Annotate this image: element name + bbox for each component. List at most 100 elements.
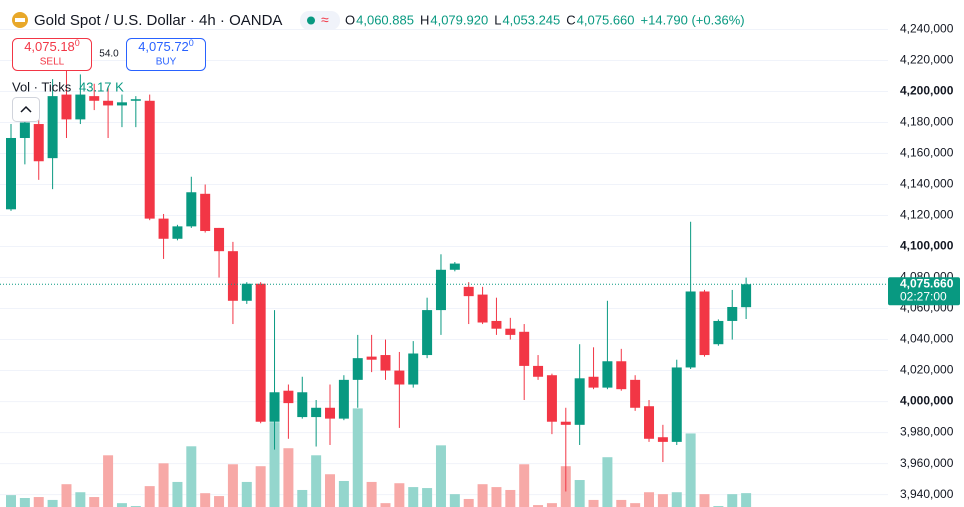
volume-bar bbox=[685, 433, 696, 507]
candle-body bbox=[713, 320, 724, 345]
sell-price-main: 4,075.18 bbox=[24, 39, 75, 54]
candle-body bbox=[6, 137, 16, 210]
symbol-logo-bar bbox=[15, 18, 25, 22]
volume-value: 43.17 K bbox=[79, 79, 124, 94]
candle-body bbox=[435, 269, 446, 311]
y-tick-label: 4,160,000 bbox=[900, 146, 954, 160]
candle-body bbox=[352, 358, 363, 380]
price-tag-countdown: 02:27:00 bbox=[900, 289, 947, 303]
volume-bar bbox=[463, 498, 474, 507]
buy-label: BUY bbox=[156, 57, 177, 68]
volume-bar bbox=[449, 494, 460, 507]
candle-body bbox=[227, 251, 238, 301]
candle-body bbox=[588, 376, 599, 388]
candle-body bbox=[422, 310, 433, 356]
candle-body bbox=[158, 218, 169, 239]
collapse-button[interactable] bbox=[12, 97, 40, 122]
candle-body bbox=[630, 379, 641, 408]
change: +14.790 (+0.36%) bbox=[641, 12, 745, 27]
volume-bar bbox=[61, 484, 72, 507]
buy-button[interactable] bbox=[126, 38, 206, 71]
volume-bar bbox=[602, 457, 613, 507]
volume-bar bbox=[47, 499, 58, 507]
y-tick-label: 4,040,000 bbox=[900, 332, 954, 346]
volume-bar bbox=[325, 474, 336, 507]
volume-bar bbox=[477, 484, 488, 507]
sell-button[interactable] bbox=[12, 38, 92, 71]
y-tick-label: 4,100,000 bbox=[900, 239, 954, 253]
buy-price-sup: 0 bbox=[189, 38, 194, 48]
candle-body bbox=[491, 320, 502, 329]
volume-bar bbox=[630, 503, 641, 507]
y-tick-label: 3,940,000 bbox=[900, 487, 954, 501]
volume-bar bbox=[186, 446, 197, 507]
candle-body bbox=[560, 421, 571, 425]
candle-body bbox=[574, 378, 585, 425]
candle-body bbox=[644, 406, 655, 439]
candle-body bbox=[338, 379, 349, 419]
y-tick-label: 4,140,000 bbox=[900, 177, 954, 191]
y-tick-label: 3,960,000 bbox=[900, 456, 954, 470]
candle-body bbox=[546, 375, 557, 422]
volume-bar bbox=[422, 488, 433, 507]
volume-bar bbox=[352, 408, 363, 507]
buy-price-main: 4,075.72 bbox=[138, 39, 189, 54]
y-tick-label: 3,980,000 bbox=[900, 425, 954, 439]
volume-bar bbox=[158, 463, 169, 507]
candle-body bbox=[116, 102, 127, 106]
status-pill[interactable] bbox=[300, 11, 340, 30]
candle-body bbox=[283, 390, 294, 404]
candle-body bbox=[394, 370, 405, 385]
candle-body bbox=[699, 291, 710, 356]
volume-bar bbox=[75, 492, 86, 507]
price-tag-label: 4,075.660 bbox=[900, 276, 954, 290]
volume-bar bbox=[380, 503, 391, 507]
ohlc-key: O bbox=[345, 12, 355, 27]
spread: 54.0 bbox=[99, 49, 119, 60]
candle-body bbox=[366, 356, 377, 360]
volume-bar bbox=[144, 486, 155, 507]
buy-price: 4,075.720 bbox=[138, 38, 194, 54]
volume-title: Vol · Ticks bbox=[12, 79, 72, 94]
volume-bar bbox=[546, 503, 557, 507]
candle-body bbox=[616, 361, 627, 390]
volume-bar bbox=[6, 495, 16, 507]
volume-bar bbox=[33, 497, 44, 507]
candle-body bbox=[685, 291, 696, 368]
volume-bar bbox=[89, 497, 100, 507]
candle-body bbox=[255, 283, 266, 422]
volume-bar bbox=[533, 505, 544, 507]
candle-body bbox=[408, 353, 419, 385]
chart-title[interactable]: Gold Spot / U.S. Dollar · 4h · OANDA bbox=[34, 12, 282, 29]
volume-bar bbox=[657, 494, 668, 507]
candle-body bbox=[297, 392, 308, 418]
candle-body bbox=[33, 124, 44, 162]
candle-body bbox=[200, 193, 211, 232]
y-tick-label: 4,120,000 bbox=[900, 208, 954, 222]
sell-price: 4,075.180 bbox=[24, 38, 80, 54]
y-tick-label: 4,200,000 bbox=[900, 84, 954, 98]
volume-bar bbox=[172, 481, 183, 507]
ohlc-key: H bbox=[420, 12, 429, 27]
candle-body bbox=[325, 407, 336, 419]
ohlc-legend: O 4,060.885 H 4,079.920 L 4,053.245 C 4,075.660… bbox=[345, 12, 745, 27]
collapse-icon bbox=[20, 105, 32, 113]
ohlc-value: 4,053.245 bbox=[502, 12, 560, 27]
volume-bar bbox=[491, 487, 502, 507]
volume-bar bbox=[227, 464, 238, 507]
volume-bar bbox=[116, 503, 127, 507]
volume-bar bbox=[241, 481, 252, 507]
candle-body bbox=[505, 328, 516, 335]
candle-body bbox=[19, 122, 30, 138]
ohlc-value: 4,060.885 bbox=[356, 12, 414, 27]
volume-bar bbox=[103, 455, 114, 507]
volume-bar bbox=[214, 496, 225, 507]
ohlc-value: 4,079.920 bbox=[430, 12, 488, 27]
volume-bar bbox=[616, 499, 627, 507]
plot-area: 4,240,000 4,220,000 4,200,000 4,180,000 4,16… bbox=[0, 22, 960, 507]
volume-bar bbox=[255, 466, 266, 507]
candle-body bbox=[61, 94, 72, 120]
overlay: Gold Spot / U.S. Dollar · 4h · OANDA ≈ O… bbox=[12, 11, 745, 122]
